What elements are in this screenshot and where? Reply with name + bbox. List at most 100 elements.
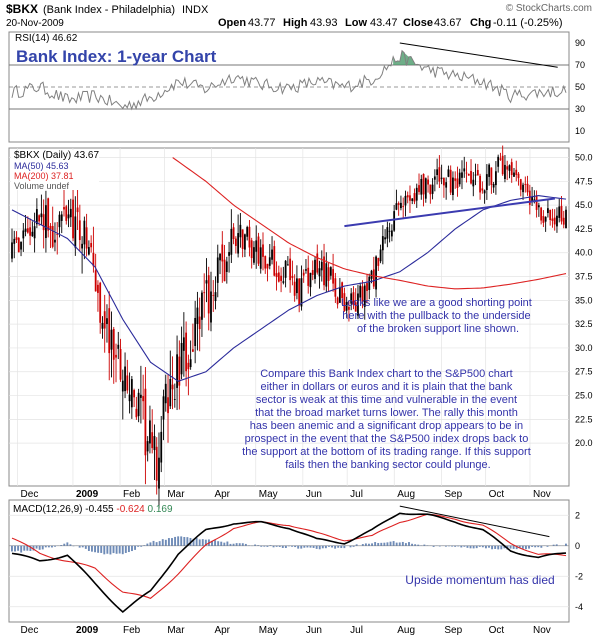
macd-histogram-bar bbox=[531, 545, 534, 547]
price-candle-body bbox=[191, 349, 194, 352]
macd-tick-label: -4 bbox=[575, 602, 583, 612]
price-candle-body bbox=[266, 263, 269, 269]
price-candle-body bbox=[187, 362, 190, 370]
price-candle-body bbox=[244, 234, 246, 250]
macd-histogram-bar bbox=[41, 545, 44, 550]
price-candle-body bbox=[128, 394, 131, 402]
macd-histogram-bar bbox=[23, 545, 26, 551]
macd-histogram-bar bbox=[78, 545, 81, 548]
price-tick-label: 35.0 bbox=[575, 295, 593, 305]
price-candle-body bbox=[160, 431, 163, 463]
price-candle-body bbox=[20, 241, 22, 250]
macd-histogram-bar bbox=[500, 545, 503, 550]
macd-layer: 2 0 -2 -4 Dec 2009 Feb Mar Apr May Jun Jul Aug Sep Oct… bbox=[9, 505, 583, 636]
price-candle-body bbox=[176, 354, 178, 388]
macd-histogram-bar bbox=[398, 542, 401, 546]
price-candle-body bbox=[47, 198, 50, 231]
price-candle-body bbox=[422, 173, 425, 195]
macd-histogram-bar bbox=[97, 545, 100, 553]
macd-histogram-bar bbox=[300, 545, 303, 549]
macd-histogram-bar bbox=[164, 539, 167, 546]
price-x-tick-label: Jun bbox=[306, 489, 322, 500]
price-candle-body bbox=[155, 446, 158, 481]
price-candle-body bbox=[390, 230, 393, 237]
macd-histogram-bar bbox=[334, 545, 337, 549]
macd-x-tick-label: Mar bbox=[167, 625, 185, 636]
macd-histogram-bar bbox=[454, 545, 457, 547]
macd-histogram-bar bbox=[488, 545, 490, 548]
price-candle-body bbox=[485, 174, 488, 190]
price-candle-body bbox=[280, 275, 282, 281]
price-candle-body bbox=[370, 270, 373, 279]
price-tick-label: 45.0 bbox=[575, 200, 593, 210]
macd-histogram-bar bbox=[306, 545, 309, 548]
price-candle-body bbox=[56, 234, 59, 235]
price-candle-body bbox=[472, 179, 475, 187]
annotation-comparison-line: sector is weak at this time and vulnerab… bbox=[256, 394, 517, 406]
price-candle-body bbox=[225, 261, 228, 272]
macd-histogram-bar bbox=[404, 543, 407, 546]
macd-histogram-bar bbox=[180, 536, 183, 546]
price-candle-body bbox=[158, 457, 160, 489]
macd-histogram-bar bbox=[87, 545, 90, 551]
macd-legend-value: -0.455 bbox=[85, 504, 114, 515]
macd-histogram-bar bbox=[217, 541, 220, 546]
price-candle-body bbox=[63, 207, 65, 210]
macd-histogram-bar bbox=[444, 545, 447, 547]
price-candle-body bbox=[531, 196, 533, 202]
price-x-tick-label: Dec bbox=[21, 489, 39, 500]
macd-histogram-bar bbox=[106, 545, 109, 554]
price-candle-body bbox=[142, 396, 145, 402]
price-candle-body bbox=[336, 297, 339, 305]
macd-histogram-bar bbox=[204, 539, 207, 546]
price-candle-body bbox=[228, 252, 230, 256]
macd-histogram-bar bbox=[66, 542, 69, 546]
price-candle-body bbox=[119, 348, 122, 380]
price-candle-body bbox=[144, 388, 147, 456]
price-candle-body bbox=[474, 174, 477, 176]
price-candle-body bbox=[560, 205, 563, 222]
open-value: 43.77 bbox=[248, 17, 276, 29]
rsi-tick-label: 30 bbox=[575, 104, 585, 114]
macd-histogram-bar bbox=[364, 543, 367, 546]
macd-histogram-bar bbox=[269, 545, 272, 546]
macd-histogram-bar bbox=[272, 545, 275, 548]
macd-histogram-bar bbox=[321, 545, 324, 549]
price-candle-body bbox=[110, 329, 113, 350]
macd-histogram-bar bbox=[220, 541, 223, 546]
annotation-comparison: Compare this Bank Index chart to the S&P… bbox=[242, 368, 534, 471]
price-candle-body bbox=[440, 177, 443, 179]
macd-histogram-bar bbox=[238, 543, 241, 546]
macd-histogram-bar bbox=[457, 545, 460, 547]
macd-histogram-bar bbox=[408, 542, 410, 546]
price-candle-body bbox=[393, 211, 396, 231]
price-candle-body bbox=[101, 322, 104, 329]
price-candle-body bbox=[31, 231, 34, 237]
macd-histogram-bar bbox=[518, 545, 521, 548]
macd-histogram-bar bbox=[254, 544, 257, 546]
macd-histogram-bar bbox=[140, 545, 143, 547]
price-candle-body bbox=[431, 184, 434, 194]
price-candle-body bbox=[38, 215, 41, 222]
macd-histogram-bar bbox=[503, 545, 506, 549]
macd-histogram-bar bbox=[69, 544, 72, 546]
macd-histogram-bar bbox=[331, 545, 333, 548]
macd-histogram-bar bbox=[478, 545, 481, 547]
price-candle-body bbox=[302, 272, 305, 276]
macd-histogram-bar bbox=[198, 539, 201, 546]
price-candle-body bbox=[223, 259, 226, 282]
price-candle-body bbox=[207, 275, 210, 314]
rsi-tick-label: 70 bbox=[575, 60, 585, 70]
price-candle-body bbox=[476, 169, 479, 176]
annotation-comparison-line: that the broad market turns lower. The r… bbox=[255, 407, 518, 419]
macd-histogram-bar bbox=[94, 545, 96, 553]
price-candle-body bbox=[264, 256, 267, 269]
macd-histogram-bar bbox=[201, 539, 204, 546]
macd-histogram-bar bbox=[167, 538, 170, 546]
macd-histogram-bar bbox=[109, 545, 112, 555]
macd-histogram-bar bbox=[134, 545, 137, 550]
price-candle-body bbox=[495, 171, 497, 186]
price-candle-body bbox=[522, 184, 524, 193]
price-candle-body bbox=[388, 230, 391, 232]
price-candle-body bbox=[246, 227, 249, 237]
